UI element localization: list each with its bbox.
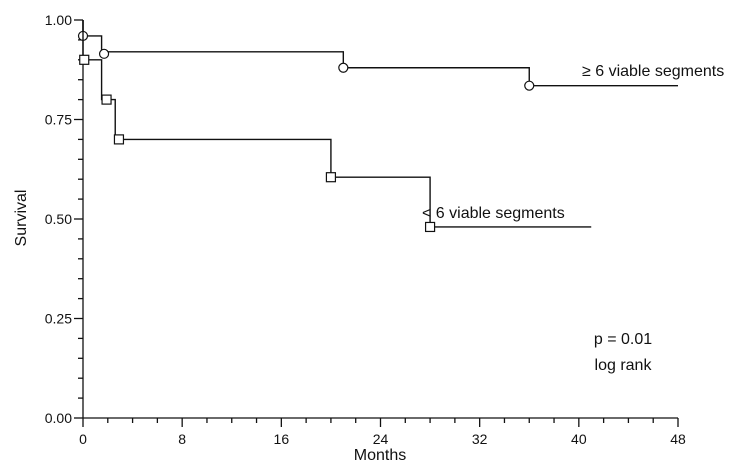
y-tick-label: 0.50	[45, 211, 72, 227]
axes: 0 8 16 24 32 40 48 0.00 0.25 0.50 0.75 1.00	[45, 12, 686, 447]
label-lt6: < 6 viable segments	[422, 205, 565, 222]
x-tick-label: 16	[274, 431, 290, 447]
test-name-text: log rank	[595, 357, 653, 374]
y-tick-label: 1.00	[45, 12, 72, 28]
y-tick-label: 0.75	[45, 112, 72, 128]
square-marker	[325, 172, 337, 183]
square-marker	[113, 134, 125, 145]
series-line-1	[82, 20, 678, 87]
square-marker	[79, 54, 90, 65]
square-marker	[101, 94, 112, 105]
x-tick-label: 24	[373, 431, 389, 447]
circle-marker	[524, 80, 535, 91]
circle-marker	[338, 62, 349, 73]
square-marker	[424, 221, 436, 233]
x-tick-label: 8	[178, 431, 186, 447]
x-tick-label: 0	[79, 431, 87, 447]
p-value-text: p = 0.01	[594, 331, 652, 348]
series-line-2	[82, 20, 592, 228]
label-ge6: ≥ 6 viable segments	[582, 63, 724, 80]
x-tick-label: 40	[571, 431, 587, 447]
y-tick-label: 0.25	[45, 311, 72, 327]
x-tick-label: 48	[670, 431, 686, 447]
circle-marker	[98, 48, 110, 59]
x-tick-label: 32	[472, 431, 488, 447]
x-axis-title: Months	[354, 447, 406, 464]
y-tick-label: 0.00	[45, 410, 72, 426]
series-layer	[77, 20, 678, 233]
y-axis-title: Survival	[13, 190, 30, 247]
